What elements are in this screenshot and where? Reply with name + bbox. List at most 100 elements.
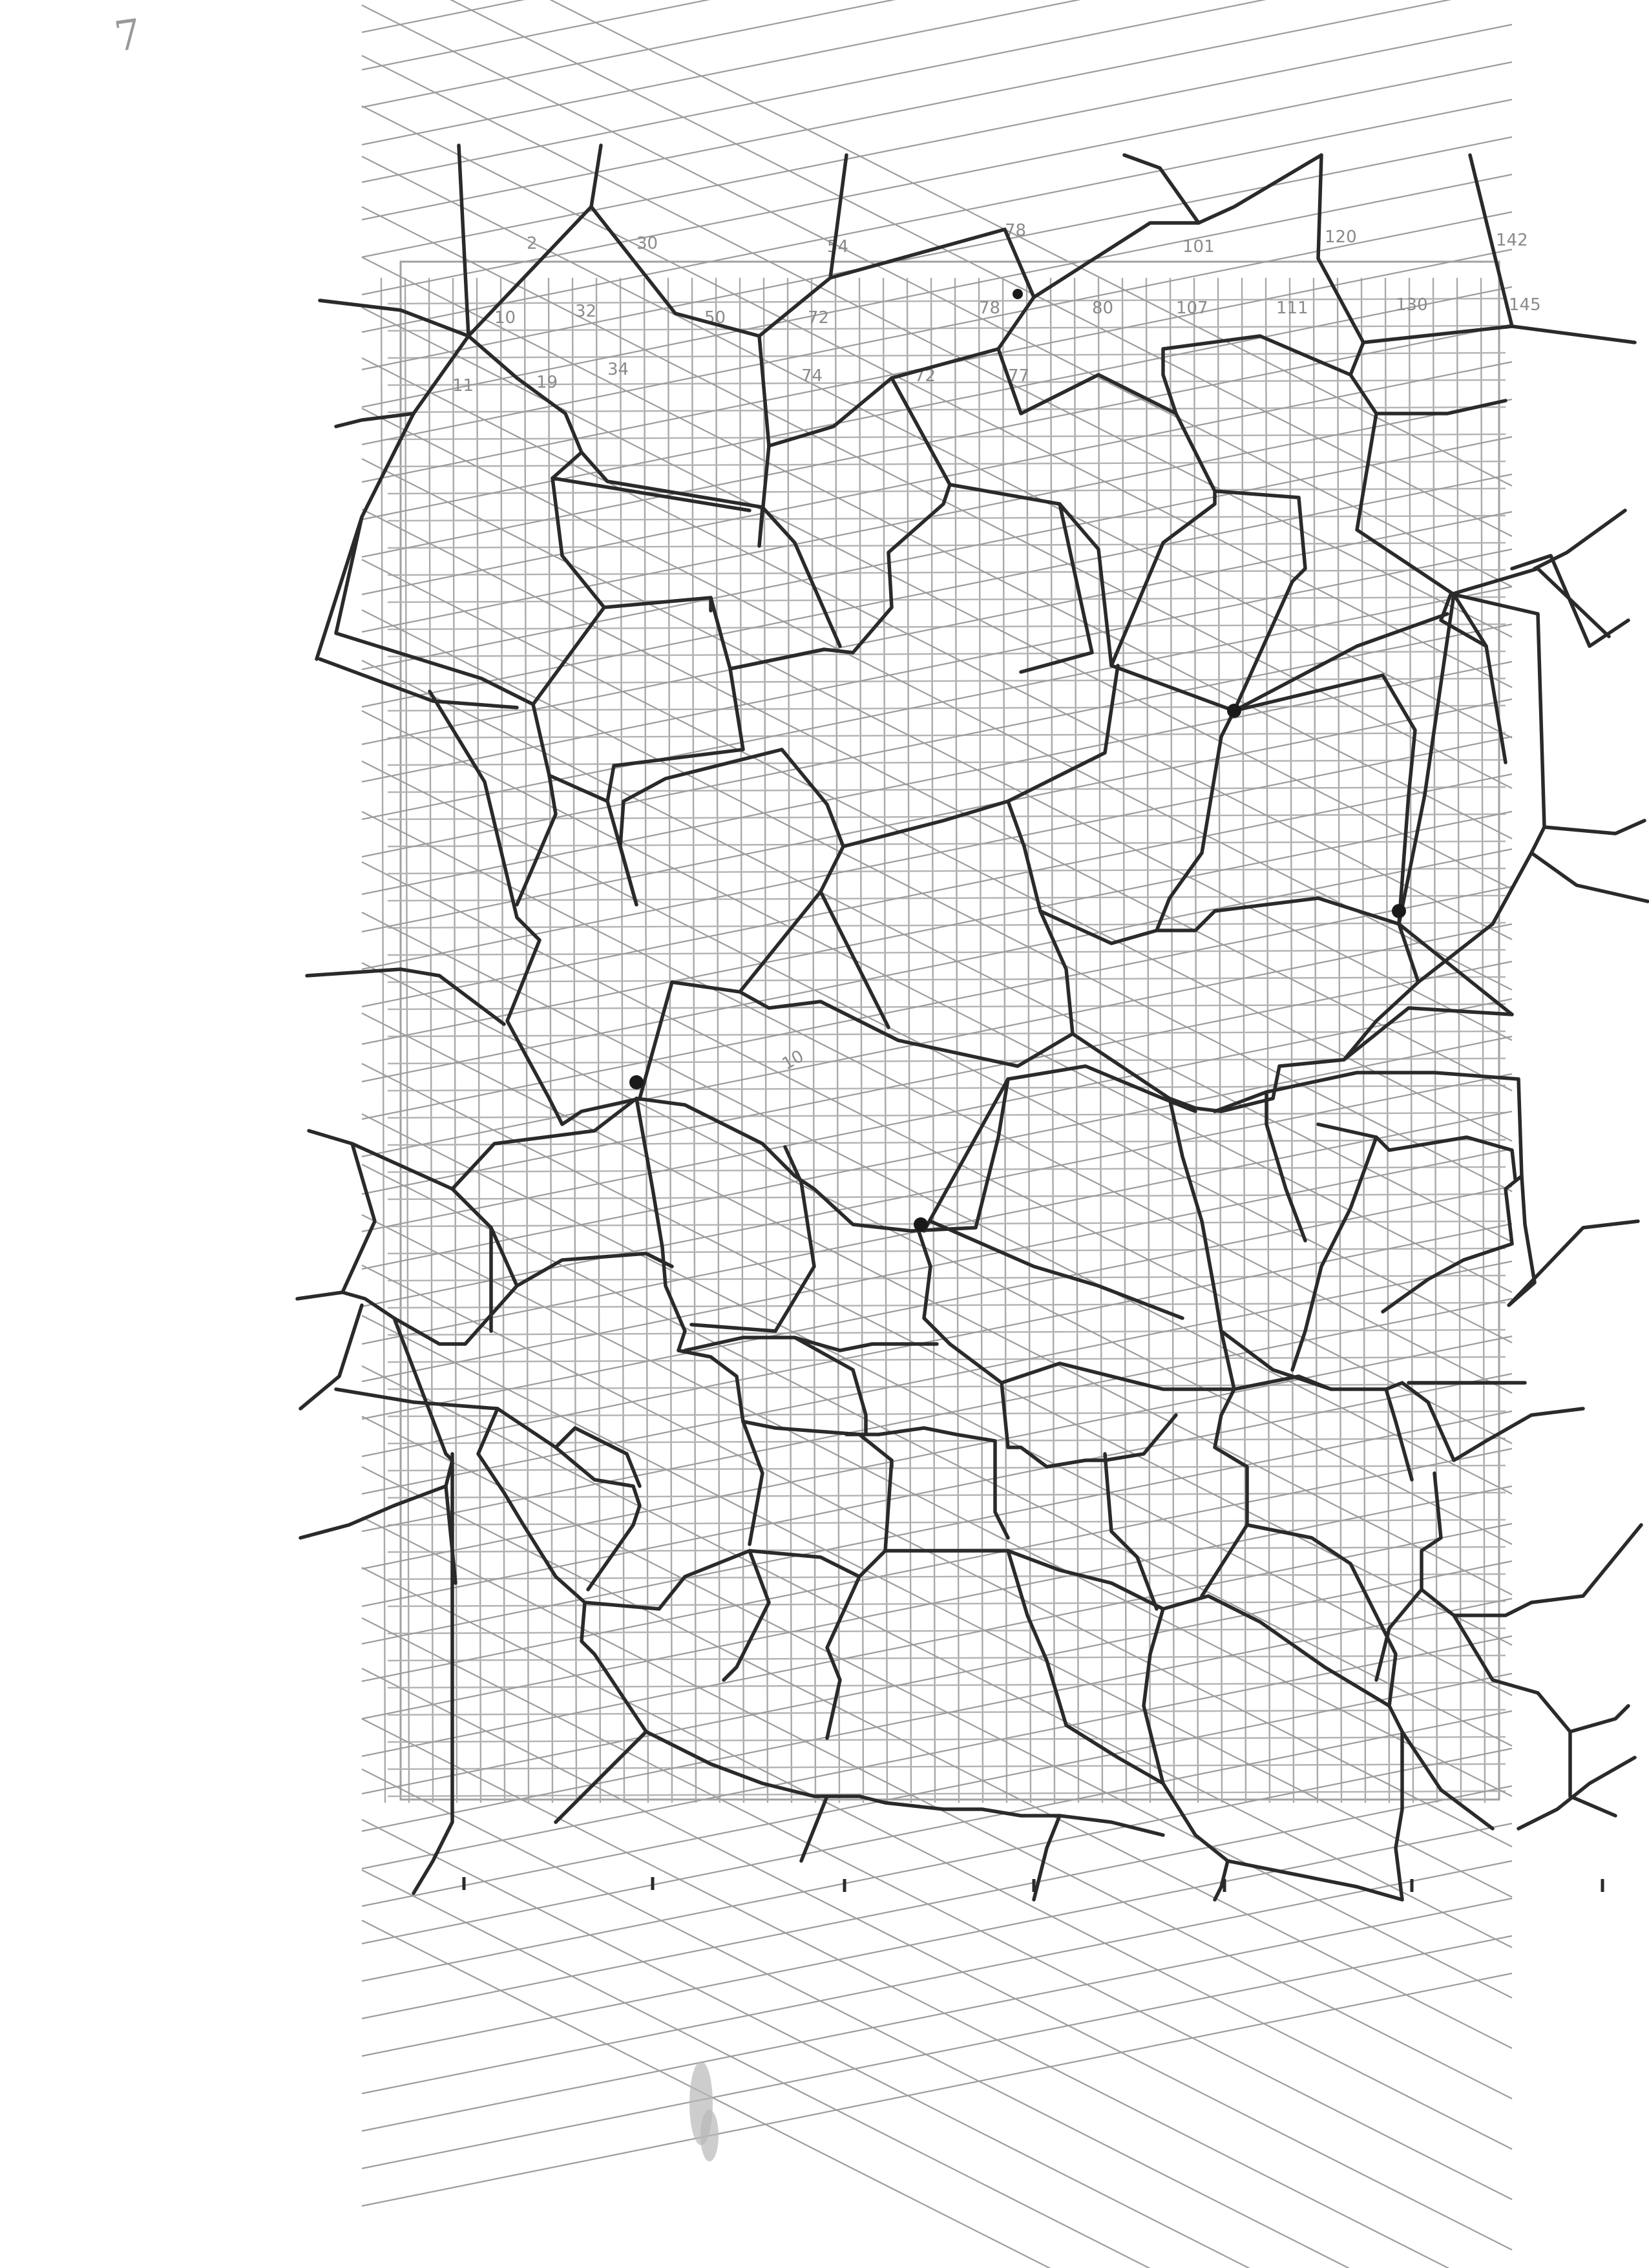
voronoi-edge (428, 689, 642, 1126)
voronoi-edge (841, 799, 1010, 848)
pencil-line (387, 786, 1506, 793)
pencil-line (499, 277, 506, 1803)
pencil-line (387, 1030, 1506, 1038)
voronoi-edge (551, 476, 751, 512)
pencil-line (549, 0, 1513, 487)
voronoi-edge (1200, 1387, 1249, 1598)
pencil-line (361, 1148, 1513, 1383)
voronoi-edge (1168, 1097, 1236, 1391)
grid-label: 142 (1496, 231, 1528, 250)
pencil-line (387, 1139, 1506, 1146)
voronoi-edge (1038, 903, 1268, 945)
voronoi-edge (635, 1097, 687, 1352)
pencil-line (387, 1166, 1506, 1173)
pencil-line (361, 105, 1513, 688)
voronoi-edge (583, 1549, 887, 1611)
voronoi-edge (1000, 1361, 1236, 1391)
grid-label: 10 (494, 308, 516, 328)
voronoi-edge (825, 1575, 861, 1740)
pencil-line (1312, 277, 1319, 1803)
pencil-line (361, 323, 1513, 558)
pencil-line (387, 379, 1506, 386)
pencil-line (361, 1819, 1251, 2268)
voronoi-edge (1109, 412, 1217, 667)
pencil-line (361, 1315, 1513, 1898)
pencil-line (930, 277, 936, 1803)
grid-labels-lower-row: 11 19 34 74 72 77 (452, 360, 1029, 395)
pencil-line (361, 0, 525, 34)
pencil-line (361, 0, 1452, 221)
pencil-line (1025, 277, 1032, 1803)
voronoi-edge (1484, 644, 1507, 764)
voronoi-edge (602, 596, 745, 803)
pencil-line (1002, 277, 1008, 1803)
voronoi-edge (1058, 502, 1236, 713)
pencil-line (387, 596, 1506, 604)
pencil-line (361, 1935, 1513, 2170)
grid-labels-interior: 10 (779, 1047, 808, 1075)
voronoi-edge (580, 1601, 1165, 1837)
pencil-line (387, 976, 1506, 983)
pencil-line (387, 541, 1506, 549)
pencil-line (361, 1972, 1513, 2207)
voronoi-edge (554, 1445, 642, 1591)
pencil-line (1097, 277, 1104, 1803)
pencil-line (762, 277, 769, 1803)
voronoi-edge (1006, 664, 1120, 803)
pencil-line (667, 277, 673, 1803)
pencil-line (361, 1869, 1151, 2268)
pencil-line (571, 277, 578, 1803)
pencil-line (387, 759, 1506, 766)
voronoi-edge (1416, 851, 1533, 984)
pencil-line (361, 1560, 1513, 1795)
grid-label: 78 (979, 299, 1000, 318)
voronoi-edge (1342, 1006, 1514, 1062)
pencil-line (361, 1672, 1513, 1907)
voronoi-edge (515, 773, 558, 907)
pencil-line (452, 277, 458, 1803)
voronoi-edge (1394, 1730, 1404, 1902)
voronoi-edge (315, 515, 364, 661)
pencil-line (361, 1597, 1513, 1832)
pencil-line (361, 1416, 1513, 1999)
voronoi-edge (1507, 1174, 1640, 1307)
pencil-line (361, 1522, 1513, 1758)
voronoi-edge (1245, 1523, 1352, 1566)
pencil-line (361, 509, 1513, 1091)
pencil-line (361, 458, 1513, 1041)
bottom-tick-marks (462, 1877, 1604, 1892)
pencil-line (387, 731, 1506, 739)
pencil-line (361, 660, 1513, 1243)
pencil-line (387, 894, 1506, 902)
pencil-line (1241, 277, 1247, 1803)
voronoi-edge (589, 143, 603, 209)
pencil-line (361, 885, 1513, 1120)
pencil-line (361, 1485, 1513, 1720)
voronoi-edge (305, 967, 506, 1026)
pencil-line (387, 704, 1506, 712)
pencil-line (387, 406, 1506, 414)
pencil-line (361, 23, 1513, 258)
voronoi-edge (299, 1303, 364, 1411)
voronoi-edge (929, 1219, 1184, 1320)
voronoi-edge (412, 1452, 454, 1895)
voronoi-edge (1510, 554, 1630, 648)
pencil-line (361, 1617, 1513, 2200)
voronoi-edge (1397, 593, 1456, 926)
voronoi-edge (1439, 567, 1611, 648)
pencil-line (361, 286, 1513, 521)
voronoi-edge (728, 376, 952, 671)
voronoi-edge (1213, 1859, 1230, 1902)
pencil-line (387, 1193, 1506, 1201)
pencil-line (882, 277, 888, 1803)
pencil-line (387, 1464, 1506, 1472)
pencil-line (361, 0, 1266, 184)
pencil-line (387, 840, 1506, 848)
smudge-mark (700, 2110, 719, 2161)
grid-label: 30 (636, 234, 658, 253)
voronoi-edge (1420, 1471, 1533, 1617)
pencil-line (361, 1110, 1513, 1345)
voronoi-edge (450, 1097, 638, 1191)
pencil-line (361, 473, 1513, 708)
